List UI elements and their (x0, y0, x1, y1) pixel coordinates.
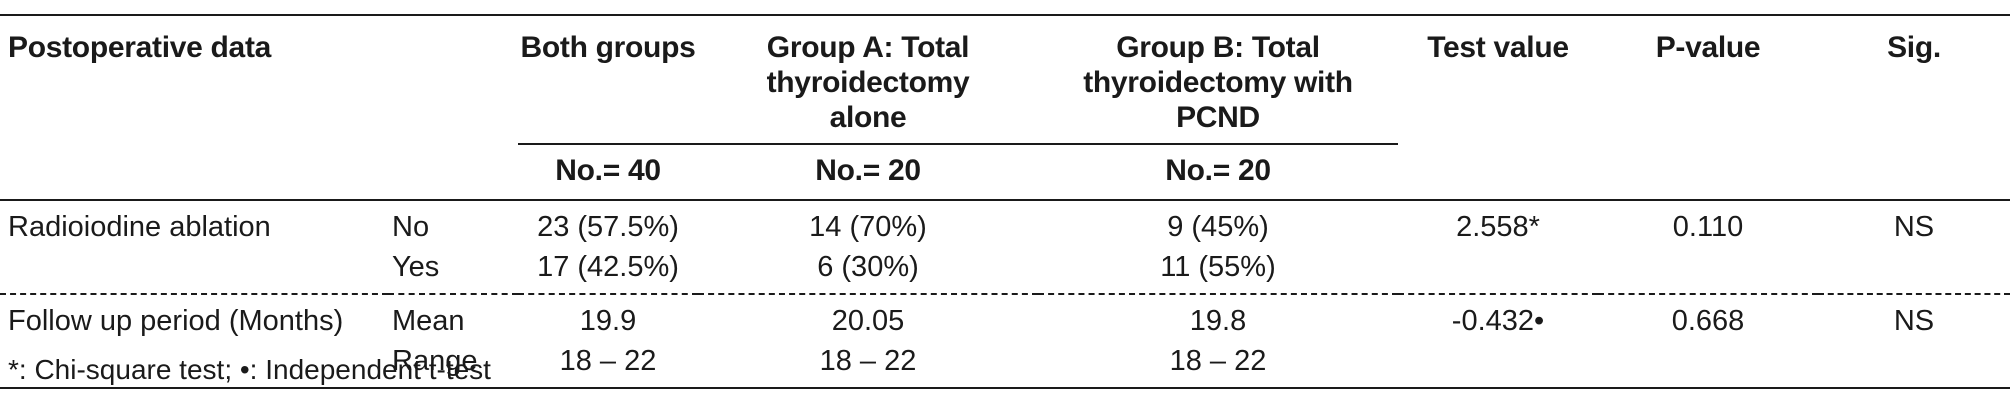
cell-group-b: 9 (45%) 11 (55%) (1038, 200, 1398, 295)
cell-p-value: 0.668 (1598, 294, 1818, 389)
cell-test-value: 2.558* (1398, 200, 1598, 295)
table-body: Radioiodine ablation No Yes 23 (57.5%) 1… (0, 200, 2010, 389)
postoperative-data-table-container: Postoperative data Both groups Group A: … (0, 14, 2010, 389)
row-label: Radioiodine ablation (0, 200, 388, 295)
table-row: Follow up period (Months) Mean Range 19.… (0, 294, 2010, 389)
header-postoperative-data: Postoperative data (0, 14, 518, 201)
subcategory-label: Mean (392, 305, 465, 337)
row-label: Follow up period (Months) (0, 294, 388, 389)
row-subcategories: No Yes (388, 200, 518, 295)
subcategory-label: Yes (392, 251, 440, 283)
cell-group-a: 20.05 18 – 22 (698, 294, 1038, 389)
header-both-groups: Both groups (518, 14, 698, 145)
row-subcategories: Mean Range (388, 294, 518, 389)
cell-value: 11 (55%) (1160, 251, 1276, 283)
subcategory-label: No (392, 211, 430, 243)
cell-sig: NS (1818, 294, 2010, 389)
header-row-main: Postoperative data Both groups Group A: … (0, 14, 2010, 201)
cell-value: 19.9 (579, 305, 637, 337)
cell-value: 17 (42.5%) (537, 251, 679, 283)
cell-group-a: 14 (70%) 6 (30%) (698, 200, 1038, 295)
cell-value: 14 (70%) (809, 211, 927, 243)
header-group-b-text: Group B: Total thyroidectomy with PCND (1083, 31, 1353, 134)
header-row-counts: No.= 40 No.= 20 No.= 20 (0, 144, 2010, 201)
header-sig: Sig. (1818, 14, 2010, 201)
cell-sig: NS (1818, 200, 2010, 295)
header-group-a: Group A: Total thyroidectomy alone (698, 14, 1038, 145)
cell-both-groups: 23 (57.5%) 17 (42.5%) (518, 200, 698, 295)
subcategory-label: Range (392, 345, 478, 377)
cell-value: 18 – 22 (819, 345, 917, 377)
cell-test-value: -0.432• (1398, 294, 1598, 389)
table-header: Postoperative data Both groups Group A: … (0, 14, 2010, 201)
cell-p-value: 0.110 (1598, 200, 1818, 295)
postoperative-data-table: Postoperative data Both groups Group A: … (0, 14, 2010, 389)
cell-value: 19.8 (1189, 305, 1247, 337)
header-both-n: No.= 40 (518, 144, 698, 201)
table-footnote: *: Chi-square test; •: Independent t-tes… (8, 354, 491, 385)
cell-group-b: 19.8 18 – 22 (1038, 294, 1398, 389)
header-group-b: Group B: Total thyroidectomy with PCND (1038, 14, 1398, 145)
header-p-value: P-value (1598, 14, 1818, 201)
cell-value: 18 – 22 (1169, 345, 1267, 377)
cell-value: 23 (57.5%) (537, 211, 679, 243)
cell-value: 18 – 22 (559, 345, 657, 377)
header-test-value: Test value (1398, 14, 1598, 201)
cell-value: 6 (30%) (817, 251, 919, 283)
cell-both-groups: 19.9 18 – 22 (518, 294, 698, 389)
cell-value: 9 (45%) (1167, 211, 1269, 243)
header-group-b-n: No.= 20 (1038, 144, 1398, 201)
cell-value: 20.05 (831, 305, 905, 337)
header-group-a-text: Group A: Total thyroidectomy alone (766, 31, 970, 134)
table-row: Radioiodine ablation No Yes 23 (57.5%) 1… (0, 200, 2010, 295)
header-group-a-n: No.= 20 (698, 144, 1038, 201)
